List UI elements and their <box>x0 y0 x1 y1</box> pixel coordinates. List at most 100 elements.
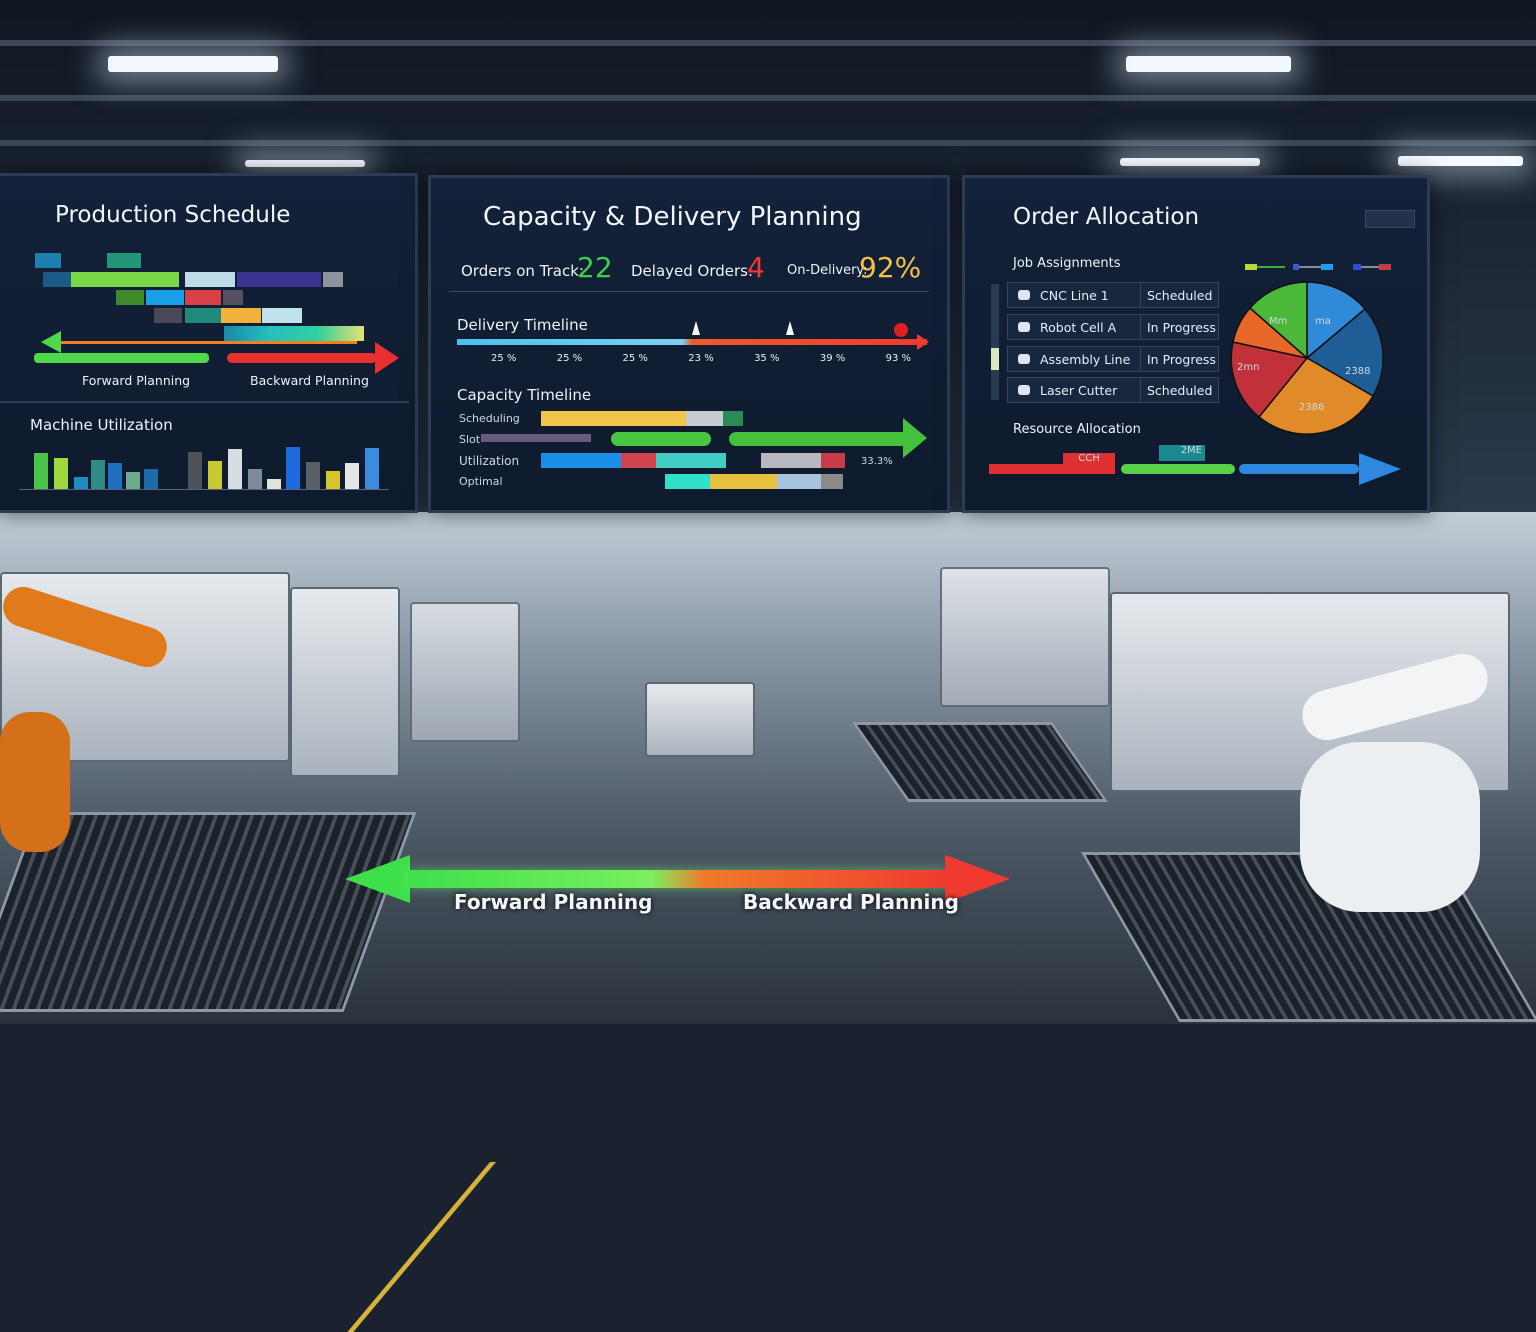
job-row[interactable]: CNC Line 1 Scheduled <box>1007 282 1219 308</box>
resource-tag: 2ME <box>1159 445 1205 461</box>
utilization-bar <box>365 448 379 489</box>
pie-slice-red <box>1230 341 1309 419</box>
utilization-bar <box>108 463 122 489</box>
job-name: Assembly Line <box>1040 351 1131 367</box>
ceiling-light <box>1398 156 1523 166</box>
capacity-row-label: Slot <box>459 433 481 446</box>
job-row[interactable]: Laser Cutter Scheduled <box>1007 377 1219 403</box>
floor-arrow-left-head <box>345 855 410 903</box>
pie-label: 2386 <box>1299 402 1325 413</box>
capacity-row-label: Scheduling <box>459 412 520 425</box>
capacity-timeline-title: Capacity Timeline <box>457 386 592 404</box>
panel-title: Order Allocation <box>1013 204 1200 230</box>
kpi-row: Orders on Track: 22 Delayed Orders: 4 On… <box>449 246 929 292</box>
capacity-arrowhead <box>903 418 927 458</box>
order-allocation-panel: Order Allocation Job Assignments CNC Lin… <box>962 175 1430 513</box>
ceiling-light <box>108 56 278 72</box>
machine-utilization-chart <box>19 434 389 490</box>
allocation-pie-chart <box>1230 281 1384 435</box>
utilization-bar <box>144 469 158 489</box>
on-delivery-value: 92% <box>859 251 922 284</box>
tick-label: 25 % <box>491 353 517 364</box>
tick-label: 25 % <box>622 353 648 364</box>
capacity-row-label: Utilization <box>459 454 520 468</box>
delivery-ticks: 25 % 25 % 25 % 23 % 35 % 39 % 93 % <box>491 353 911 364</box>
job-status: In Progress <box>1140 347 1216 371</box>
tick-label: 39 % <box>819 353 846 364</box>
factory-floor <box>0 512 1536 1332</box>
resource-allocation-title: Resource Allocation <box>1013 422 1141 437</box>
tick-label: 23 % <box>688 353 714 364</box>
resource-bar-green <box>1121 464 1235 474</box>
delayed-orders-value: 4 <box>747 251 765 284</box>
forward-planning-label: Forward Planning <box>82 373 191 388</box>
conveyor-belt <box>0 812 417 1012</box>
menu-button[interactable] <box>1365 210 1415 228</box>
utilization-bar <box>188 452 202 489</box>
left-arrowhead <box>41 331 61 353</box>
job-status: In Progress <box>1140 315 1216 339</box>
ceiling-beam <box>0 95 1536 101</box>
white-robot-base <box>1300 742 1480 912</box>
job-row[interactable]: Robot Cell A In Progress <box>1007 314 1219 340</box>
pie-slice-green <box>1248 281 1308 360</box>
job-status: Scheduled <box>1140 378 1212 402</box>
tick-label: 35 % <box>754 353 780 364</box>
floor-arrow-shaft <box>408 870 948 888</box>
pie-slice-blue-dark <box>1305 307 1384 398</box>
milestone-marker <box>692 321 700 335</box>
milestone-marker <box>786 321 794 335</box>
pie-label: ma <box>1315 316 1331 327</box>
utilization-bar <box>91 460 105 489</box>
delivery-timeline-title: Delivery Timeline <box>457 316 588 334</box>
scrollbar[interactable] <box>991 284 999 400</box>
job-icon <box>1018 290 1030 300</box>
utilization-bar <box>34 453 48 489</box>
resource-bar-red <box>989 464 1115 474</box>
backward-planning-label: Backward Planning <box>250 373 369 388</box>
orders-on-track-value: 22 <box>577 251 613 284</box>
utilization-bar <box>286 447 300 489</box>
utilization-bar <box>208 461 222 489</box>
utilization-bar <box>326 471 340 489</box>
floor-forward-planning-label: Forward Planning <box>454 890 653 914</box>
pie-label: 2388 <box>1345 366 1371 377</box>
ceiling-beam <box>0 140 1536 146</box>
pie-label: 2mn <box>1237 362 1260 373</box>
job-name: Laser Cutter <box>1040 382 1118 398</box>
floor-arrow-right-head <box>945 855 1010 903</box>
job-icon <box>1018 385 1030 395</box>
resource-arrowhead <box>1359 453 1401 485</box>
pie-slice-blue-light <box>1306 281 1367 360</box>
utilization-bar <box>126 472 140 489</box>
panel-title: Capacity & Delivery Planning <box>483 202 862 232</box>
utilization-bar <box>228 449 242 489</box>
delivery-timeline-bar <box>457 339 927 345</box>
utilization-bar <box>306 462 320 489</box>
conveyor-belt <box>851 722 1109 802</box>
capacity-row-label: Optimal <box>459 475 503 488</box>
cnc-machine <box>290 587 400 777</box>
job-status: Scheduled <box>1140 283 1212 307</box>
resource-tag: CCH <box>1063 453 1115 467</box>
forward-arrow-line <box>57 341 357 344</box>
backward-planning-bar <box>227 353 377 363</box>
machine-utilization-title: Machine Utilization <box>30 416 173 434</box>
job-name: CNC Line 1 <box>1040 287 1109 303</box>
tick-label: 25 % <box>556 353 583 364</box>
workstation <box>645 682 755 757</box>
right-arrowhead <box>375 342 399 374</box>
pie-slice-orange <box>1257 357 1375 435</box>
cnc-machine <box>410 602 520 742</box>
cnc-machine <box>940 567 1110 707</box>
orange-robot-base <box>0 712 70 852</box>
job-row[interactable]: Assembly Line In Progress <box>1007 346 1219 372</box>
resource-bar-blue <box>1239 464 1359 474</box>
panel-title: Production Schedule <box>55 202 291 228</box>
job-icon <box>1018 354 1030 364</box>
utilization-bar <box>74 477 88 489</box>
orders-on-track-label: Orders on Track: <box>461 262 584 280</box>
utilization-bar <box>54 458 68 489</box>
job-name: Robot Cell A <box>1040 319 1117 335</box>
job-icon <box>1018 322 1030 332</box>
